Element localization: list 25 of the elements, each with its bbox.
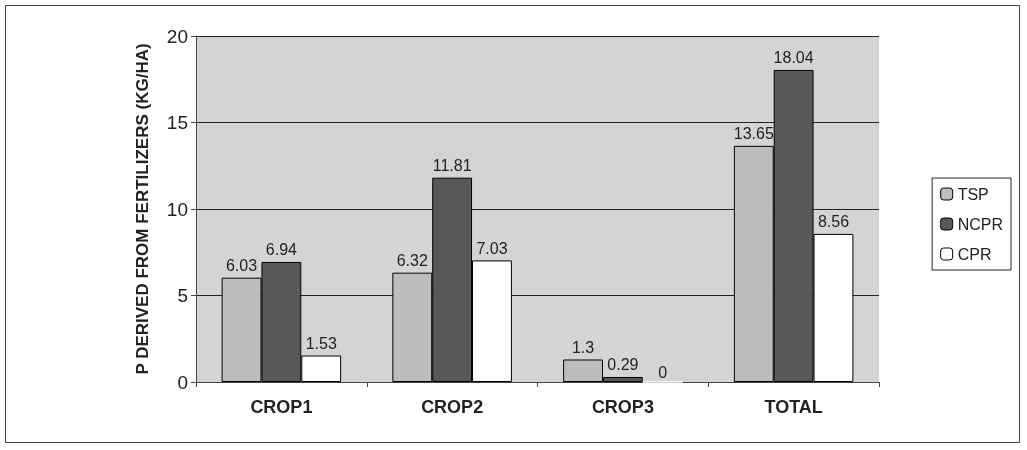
data-label: 11.81 (432, 157, 472, 175)
y-axis-title: P DERIVED FROM FERTILIZERS (KG/HA) (133, 43, 152, 375)
y-tick-label: 20 (166, 25, 188, 47)
data-label: 0 (658, 364, 668, 381)
data-label: 1.53 (305, 335, 337, 353)
y-tick-label: 0 (177, 371, 188, 393)
legend-label: TSP (957, 185, 989, 203)
y-tick-label: 15 (166, 112, 188, 133)
data-label: 18.04 (773, 49, 814, 67)
data-label: 7.03 (476, 239, 508, 257)
data-label: 6.03 (225, 257, 258, 275)
y-tick-label: 5 (177, 285, 188, 306)
data-label: 6.32 (396, 252, 428, 270)
legend-label: NCPR (957, 215, 1004, 233)
data-label: 13.65 (733, 125, 774, 143)
x-tick-label: CROP3 (591, 397, 654, 417)
x-tick-label: CROP2 (421, 397, 484, 417)
x-tick-label: CROP1 (250, 397, 313, 417)
legend-label: CPR (957, 245, 992, 263)
data-label: 1.3 (571, 339, 595, 357)
data-label: 6.94 (265, 241, 298, 259)
data-label: 8.56 (817, 213, 850, 231)
x-tick-label: TOTAL (764, 397, 823, 417)
y-tick-label: 10 (166, 198, 188, 220)
data-label: 0.29 (607, 356, 639, 374)
